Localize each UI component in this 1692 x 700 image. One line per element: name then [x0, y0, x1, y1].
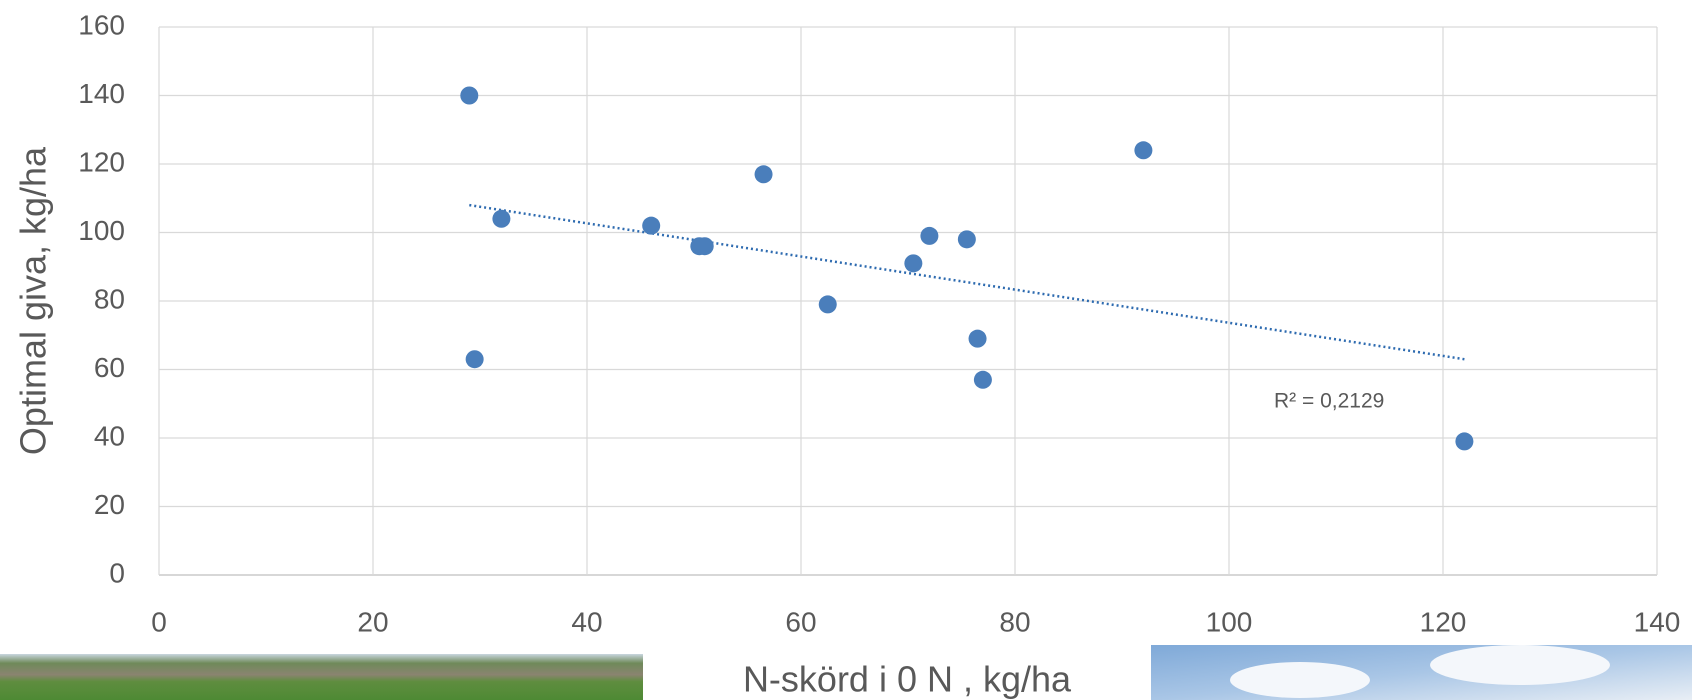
- point: [957, 230, 976, 249]
- y-tick-label: 80: [94, 283, 125, 314]
- point: [818, 295, 837, 314]
- point: [465, 350, 484, 369]
- point: [1455, 432, 1474, 451]
- trendline-label: R² = 0,2129: [1274, 390, 1384, 413]
- point: [492, 209, 511, 228]
- x-tick-label: 120: [1420, 606, 1467, 637]
- x-tick-label: 100: [1206, 606, 1253, 637]
- x-axis-title: N-skörd i 0 N , kg/ha: [743, 659, 1072, 700]
- x-tick-label: 40: [571, 606, 602, 637]
- photo-field: [0, 654, 643, 700]
- point: [695, 237, 714, 256]
- y-tick-label: 0: [109, 557, 125, 588]
- point: [904, 254, 923, 273]
- x-tick-label: 0: [151, 606, 167, 637]
- y-tick-label: 40: [94, 420, 125, 451]
- y-tick-label: 20: [94, 489, 125, 520]
- y-tick-label: 160: [78, 9, 125, 40]
- cloud: [1230, 662, 1370, 698]
- trendline: [469, 203, 1465, 361]
- y-axis-title: Optimal giva, kg/ha: [13, 146, 54, 455]
- point: [642, 216, 661, 235]
- y-tick-label: 140: [78, 78, 125, 109]
- x-tick-label: 60: [785, 606, 816, 637]
- x-tick-label: 140: [1634, 606, 1681, 637]
- y-tick-label: 120: [78, 146, 125, 177]
- y-tick-label: 60: [94, 352, 125, 383]
- x-tick-label: 20: [357, 606, 388, 637]
- point: [968, 329, 987, 348]
- plot: R² = 0,2129: [460, 86, 1474, 451]
- point: [460, 86, 479, 105]
- point: [1134, 141, 1153, 160]
- grid: 0 20 40 60 80 100 120 140 160 0 20 40 60 80 100 120 140: [78, 9, 1680, 637]
- cloud: [1430, 645, 1610, 685]
- point: [973, 370, 992, 389]
- point: [920, 226, 939, 245]
- y-tick-label: 100: [78, 215, 125, 246]
- point: [754, 165, 773, 184]
- x-tick-label: 80: [999, 606, 1030, 637]
- photo-sky: [1151, 645, 1692, 700]
